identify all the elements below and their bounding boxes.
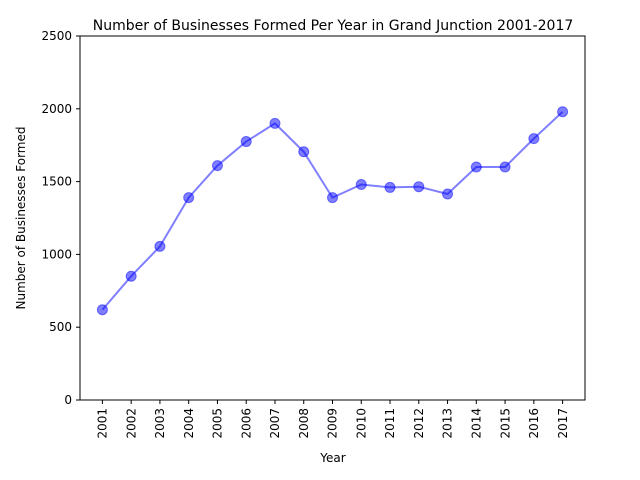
x-tick-label: 2017: [556, 408, 570, 439]
data-point: [298, 146, 310, 158]
x-tick-label: 2004: [182, 408, 196, 439]
y-tick-label: 2500: [41, 29, 72, 43]
x-tick-label: 2010: [354, 408, 368, 439]
y-tick-label: 1000: [41, 247, 72, 261]
data-point: [528, 133, 540, 145]
data-point: [96, 304, 108, 316]
x-tick-label: 2011: [383, 408, 397, 439]
y-tick-label: 500: [49, 320, 72, 334]
x-tick-label: 2013: [441, 408, 455, 439]
data-point: [154, 240, 166, 252]
data-point: [499, 161, 511, 173]
data-point: [269, 117, 281, 129]
x-tick-label: 2002: [124, 408, 138, 439]
data-point: [211, 160, 223, 172]
x-tick-label: 2001: [96, 408, 110, 439]
data-point: [125, 270, 137, 282]
chart-title: Number of Businesses Formed Per Year in …: [93, 18, 574, 34]
series-line: [101, 110, 564, 311]
x-tick-label: 2015: [498, 408, 512, 439]
x-tick-label: 2007: [268, 408, 282, 439]
x-tick-label: 2012: [412, 408, 426, 439]
data-point: [413, 181, 425, 193]
data-point: [442, 188, 454, 200]
y-tick-label: 2000: [41, 102, 72, 116]
plot-frame: [79, 35, 586, 401]
data-point: [183, 192, 195, 204]
y-tick-label: 1500: [41, 175, 72, 189]
y-tick-label: 0: [64, 393, 72, 407]
data-point: [240, 136, 252, 148]
data-point: [327, 192, 338, 204]
x-axis-label: Year: [319, 451, 345, 465]
x-tick-label: 2016: [527, 408, 541, 439]
x-tick-label: 2005: [211, 408, 225, 439]
y-axis-label: Number of Businesses Formed: [14, 127, 28, 310]
plot-area: 0 500 1000 1500 2000 2500 2001 2002 2003 2004 2005…: [41, 29, 569, 439]
data-point: [384, 181, 396, 193]
x-tick-label: 2008: [297, 408, 311, 439]
x-tick-label: 2003: [153, 408, 167, 439]
data-point: [470, 161, 482, 173]
x-tick-label: 2014: [470, 408, 484, 439]
x-tick-label: 2009: [326, 408, 340, 439]
data-point: [557, 106, 569, 118]
x-tick-label: 2006: [239, 408, 253, 439]
data-point: [355, 179, 367, 191]
